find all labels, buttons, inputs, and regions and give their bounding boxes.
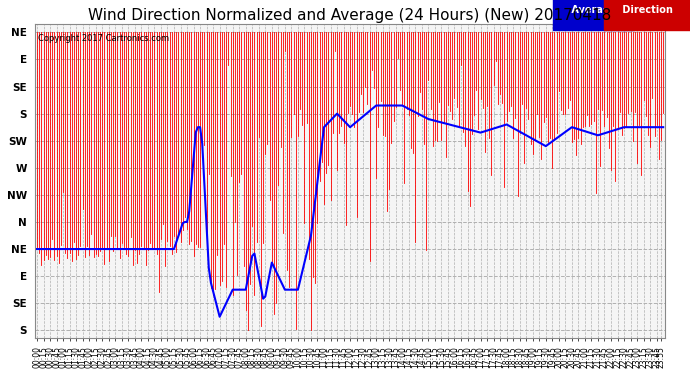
Text: Average: Average <box>568 5 620 15</box>
Text: Copyright 2017 Cartronics.com: Copyright 2017 Cartronics.com <box>38 34 169 43</box>
Title: Wind Direction Normalized and Average (24 Hours) (New) 20170418: Wind Direction Normalized and Average (2… <box>88 8 612 23</box>
Text: Direction: Direction <box>619 5 676 15</box>
